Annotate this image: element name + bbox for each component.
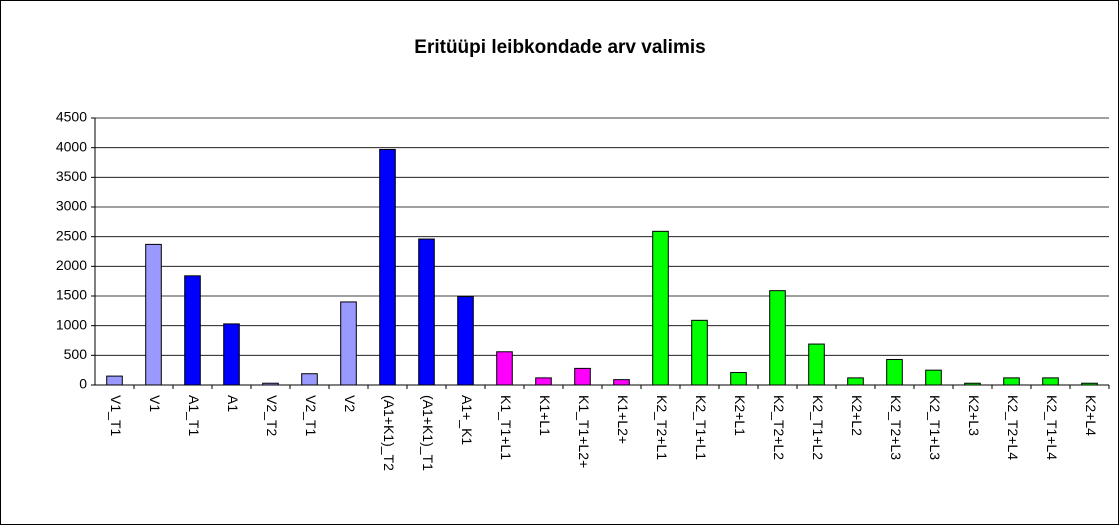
x-tick-label: V1_T1 — [108, 395, 124, 436]
x-tick-label: K1_T1+L1 — [498, 395, 514, 460]
x-tick-label: A1_T1 — [186, 395, 202, 436]
y-tick-label: 2500 — [56, 227, 87, 243]
y-tick-label: 1000 — [56, 316, 87, 332]
x-tick-label: K2_T1+L3 — [927, 395, 943, 460]
x-tick-label: (A1+K1)_T1 — [420, 395, 436, 471]
x-tick-label: K1_T1+L2+ — [576, 395, 592, 468]
x-tick-label: K2_T2+L2 — [771, 395, 787, 460]
bar — [184, 275, 201, 386]
bar — [223, 323, 240, 386]
bar — [691, 319, 708, 386]
bar — [418, 238, 435, 386]
x-tick-label: V1 — [147, 395, 163, 412]
y-tick-label: 4000 — [56, 138, 87, 154]
y-tick-label: 4500 — [56, 109, 87, 125]
y-tick-label: 2000 — [56, 257, 87, 273]
x-tick-label: K2_T1+L4 — [1044, 395, 1060, 460]
bar — [769, 290, 786, 386]
x-tick-label: K2_T2+L3 — [888, 395, 904, 460]
x-tick-label: K2_T2+L1 — [654, 395, 670, 460]
y-tick-label: 0 — [79, 376, 87, 392]
x-tick-label: K2_T2+L4 — [1005, 395, 1021, 460]
bar — [886, 358, 903, 386]
x-tick-label: K2_T1+L2 — [810, 395, 826, 460]
bar — [1042, 377, 1059, 386]
x-tick-label: K1+L2+ — [615, 395, 631, 444]
x-tick-label: K2+L2 — [849, 395, 865, 436]
bar — [730, 372, 747, 386]
y-tick-label: 3000 — [56, 198, 87, 214]
bar — [457, 296, 474, 386]
x-tick-label: K2+L3 — [966, 395, 982, 436]
x-tick-label: A1 — [225, 395, 241, 412]
x-tick-label: K2_T1+L1 — [693, 395, 709, 460]
x-tick-label: (A1+K1)_T2 — [381, 395, 397, 471]
bar — [340, 301, 357, 386]
bar — [106, 375, 123, 386]
bar — [652, 230, 669, 386]
x-tick-label: K1+L1 — [537, 395, 553, 436]
bar — [496, 351, 513, 386]
chart-title: Eritüüpi leibkondade arv valimis — [414, 37, 705, 58]
bar — [535, 377, 552, 386]
x-tick-label: K2+L1 — [732, 395, 748, 436]
x-tick-label: V2_T2 — [264, 395, 280, 436]
bar — [808, 343, 825, 386]
bar — [145, 243, 162, 386]
x-tick-label: V2 — [342, 395, 358, 412]
y-tick-label: 1500 — [56, 287, 87, 303]
x-tick-label: A1+_K1 — [459, 395, 475, 445]
x-tick-label: K2+L4 — [1083, 395, 1099, 436]
bar — [613, 379, 630, 386]
bar — [301, 373, 318, 386]
bar — [379, 148, 396, 386]
y-tick-label: 500 — [64, 346, 88, 362]
bar — [1003, 377, 1020, 386]
bar — [847, 377, 864, 386]
y-tick-label: 3500 — [56, 168, 87, 184]
bar — [925, 369, 942, 386]
x-tick-label: V2_T1 — [303, 395, 319, 436]
bar — [574, 367, 591, 386]
